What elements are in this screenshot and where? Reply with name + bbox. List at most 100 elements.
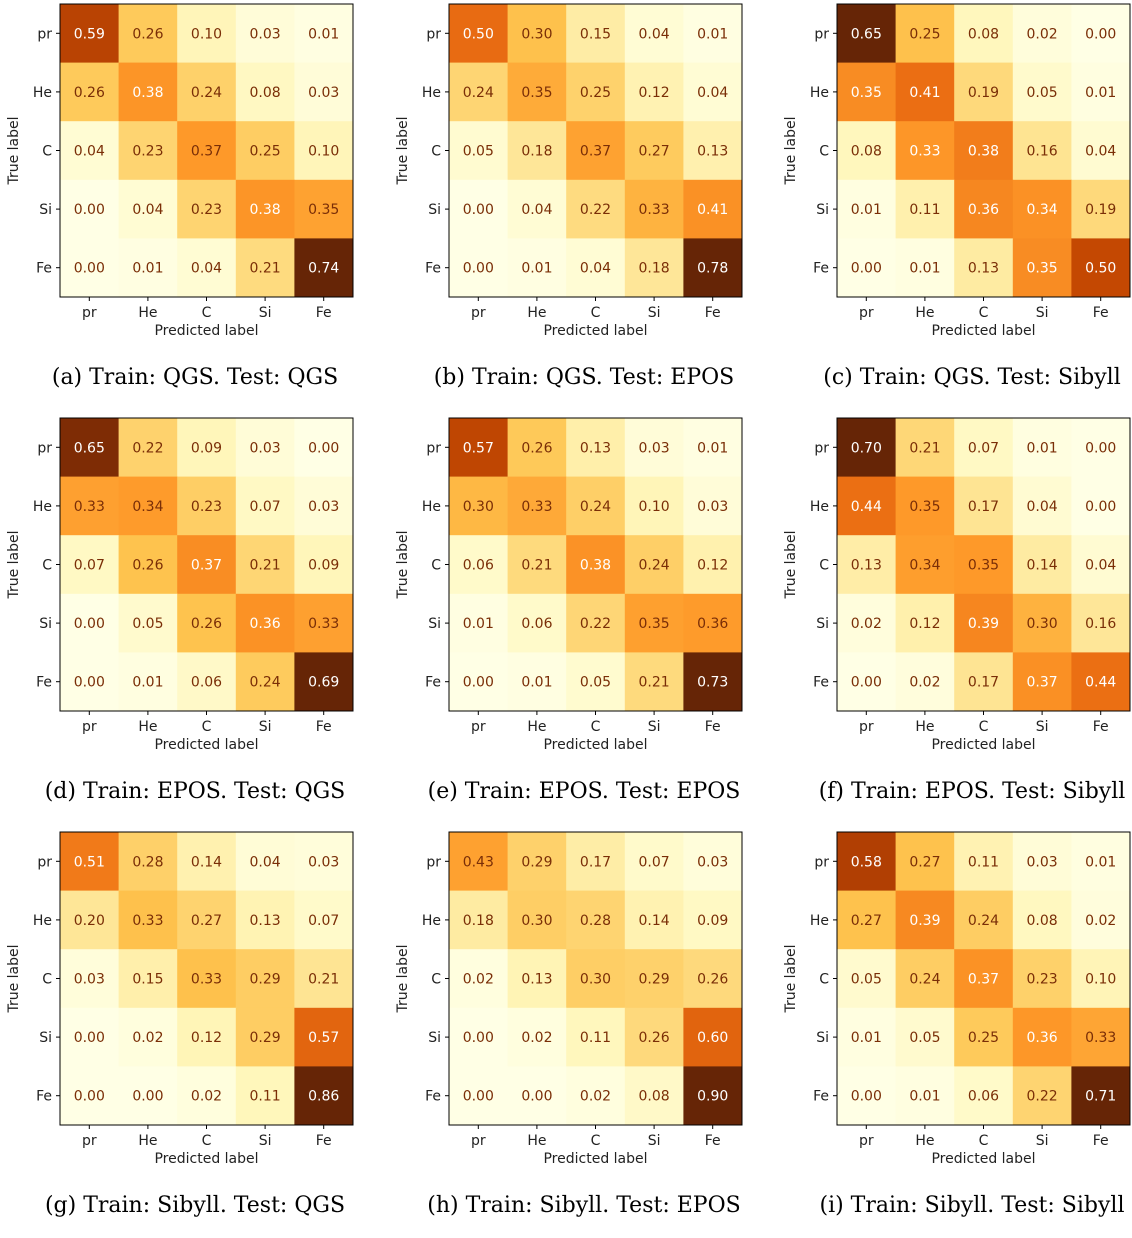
confusion-matrix-panel: 0.70 0.21 0.07 0.01 0.00 0.44 0.35 0.17 0.04 0.00… [777,414,1132,824]
cell-value-label: 0.05 [463,144,494,160]
heatmap-cell [954,535,1014,595]
cell-value-label: 0.06 [968,1089,999,1105]
y-tick-label: He [810,85,829,101]
heatmap-cell [895,652,955,712]
cell-value-label: 0.00 [308,440,339,456]
heatmap-cell [837,593,897,653]
heatmap-cell [235,652,295,712]
heatmap-cell [1071,179,1131,239]
cell-value-label: 0.00 [74,1030,105,1046]
cell-value-label: 0.15 [580,26,611,42]
heatmap-cell [895,593,955,653]
cell-value-label: 0.24 [191,85,222,101]
heatmap-cell [507,949,567,1009]
x-tick-label: pr [471,1133,486,1149]
heatmap-cell [449,535,509,595]
cell-value-label: 0.25 [580,85,611,101]
cell-value-label: 0.70 [851,440,882,456]
cell-value-label: 0.00 [463,202,494,218]
cell-value-label: 0.19 [968,85,999,101]
cell-value-label: 0.00 [132,1089,163,1105]
x-tick-label: Si [648,719,661,735]
heatmap-cell [449,179,509,239]
cell-value-label: 0.12 [909,616,940,632]
x-tick-label: Fe [316,719,332,735]
y-tick-label: Si [39,616,52,632]
cell-value-label: 0.21 [250,558,281,574]
cell-value-label: 0.04 [74,144,105,160]
heatmap-cell [566,890,626,950]
heatmap-cell [177,949,237,1009]
confusion-matrix-chart: 0.57 0.26 0.13 0.03 0.01 0.30 0.33 0.24 0.10 0.03… [395,417,743,753]
heatmap-cell [507,652,567,712]
cell-value-label: 0.02 [463,972,494,988]
heatmap-cell [507,535,567,595]
cell-value-label: 0.02 [132,1030,163,1046]
heatmap-cell [235,832,295,892]
y-tick-label: Fe [813,1089,829,1105]
cell-value-label: 0.08 [1027,913,1058,929]
x-axis-title: Predicted label [931,1151,1035,1167]
heatmap-cell [60,593,120,653]
heatmap-cell [1012,121,1072,181]
heatmap-cell [683,4,743,64]
cell-value-label: 0.65 [74,440,105,456]
subfigure-caption: (e) Train: EPOS. Test: EPOS [427,779,741,804]
heatmap-cell [683,535,743,595]
heatmap-cell [895,890,955,950]
cell-value-label: 0.19 [1085,202,1116,218]
y-tick-label: Si [428,1030,441,1046]
x-tick-label: C [202,1133,212,1149]
y-axis-title: True label [6,530,22,599]
cell-value-label: 0.18 [463,913,494,929]
x-tick-label: Si [259,719,272,735]
cell-value-label: 0.11 [909,202,940,218]
cell-value-label: 0.09 [191,440,222,456]
cell-value-label: 0.01 [851,202,882,218]
heatmap-cell [60,535,120,595]
heatmap-cell [177,179,237,239]
cell-value-label: 0.01 [1085,85,1116,101]
cell-value-label: 0.38 [132,85,163,101]
cell-value-label: 0.33 [132,913,163,929]
cell-value-label: 0.17 [968,499,999,515]
cell-value-label: 0.02 [191,1089,222,1105]
cell-value-label: 0.07 [968,440,999,456]
heatmap-cell [624,476,684,536]
subfigure-caption: (g) Train: Sibyll. Test: QGS [44,1193,346,1218]
heatmap-cell [449,1007,509,1067]
cell-value-label: 0.57 [463,440,494,456]
x-axis-title: Predicted label [154,323,258,339]
cell-value-label: 0.23 [191,499,222,515]
cell-value-label: 0.18 [639,261,670,277]
heatmap-cell [837,1066,897,1126]
heatmap-cell [895,1066,955,1126]
y-tick-label: Fe [425,675,441,691]
heatmap-cell [566,832,626,892]
heatmap-cell [1012,832,1072,892]
cell-value-label: 0.00 [463,1030,494,1046]
heatmap-cell [837,949,897,1009]
heatmap-cell [449,1066,509,1126]
cell-value-label: 0.02 [851,616,882,632]
subfigure-caption: (h) Train: Sibyll. Test: EPOS [427,1193,741,1218]
heatmap-cell [294,238,354,298]
heatmap-cell [683,476,743,536]
cell-value-label: 0.01 [697,26,728,42]
cell-value-label: 0.03 [697,854,728,870]
x-tick-label: Fe [1093,719,1109,735]
x-tick-label: Fe [705,719,721,735]
heatmap-cell [60,832,120,892]
heatmap-cell [118,62,178,122]
heatmap-cell [954,179,1014,239]
heatmap-cell [294,418,354,478]
cell-value-label: 0.01 [697,440,728,456]
x-tick-label: pr [859,1133,874,1149]
cell-value-label: 0.22 [580,202,611,218]
cell-value-label: 0.23 [1027,972,1058,988]
cell-value-label: 0.01 [1027,440,1058,456]
cell-value-label: 0.73 [697,675,728,691]
cell-value-label: 0.51 [74,854,105,870]
heatmap-cell [177,476,237,536]
